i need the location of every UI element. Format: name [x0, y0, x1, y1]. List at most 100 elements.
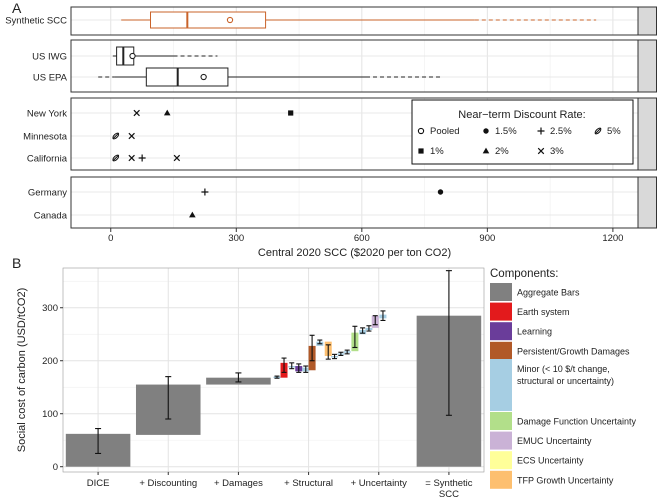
legend-label: Aggregate Bars: [517, 288, 580, 298]
legend-label: 5%: [607, 126, 621, 137]
legend-label: Learning: [517, 327, 552, 337]
aggregate-error-bar: [235, 372, 242, 383]
plot-background: [63, 268, 484, 472]
aggregate-error-bar: [445, 270, 452, 416]
component-error-bar: [303, 365, 309, 373]
point-minnesota-slash: [112, 132, 120, 140]
row-label-new-york: New York: [27, 109, 67, 120]
facet-border: [70, 97, 639, 171]
boxplot-synthetic-scc: [121, 11, 597, 29]
component-error-bar: [289, 362, 295, 370]
legend-label: 2%: [495, 146, 509, 157]
point-california: [112, 154, 120, 162]
facet-strip: [637, 6, 657, 36]
point-california: [128, 154, 135, 162]
legend-label-line1: Minor (< 10 $/t change,: [517, 364, 610, 374]
legend-swatch: [490, 431, 512, 450]
point-minnesota: [128, 132, 135, 140]
legend-swatch: [490, 470, 512, 489]
facet-border: [70, 176, 639, 229]
panel-b-letter: B: [12, 255, 21, 271]
y-axis-title: Social cost of carbon (USD/tCO2): [16, 288, 28, 452]
mean-marker: [129, 52, 136, 60]
legend-swatch: [490, 283, 512, 301]
facet-strip: [637, 176, 657, 229]
legend-symbol-0: [417, 127, 425, 135]
legend-symbol-3: [594, 127, 602, 135]
facet-border: [70, 39, 639, 93]
legend-symbol-3-slash: [594, 127, 602, 135]
boxplot-us-iwg: [112, 46, 218, 66]
legend-swatch: [490, 302, 512, 321]
legend-label: Earth system: [517, 307, 570, 317]
box: [145, 67, 229, 87]
box: [150, 11, 267, 29]
y-tick-label: 100: [42, 409, 58, 420]
x-tick-label: + Damages: [214, 478, 263, 489]
facet-strip: [637, 39, 657, 93]
legend-box: [411, 99, 634, 165]
facet-strip: [637, 97, 657, 171]
component-error-bar: [380, 310, 386, 322]
legend-label: Persistent/Growth Damages: [517, 346, 630, 356]
component-error-bar: [372, 315, 378, 326]
legend-swatch: [490, 341, 512, 360]
y-tick-label: 300: [42, 303, 58, 314]
row-label-canada: Canada: [34, 211, 68, 222]
x-tick-label: + Uncertainty: [351, 478, 407, 489]
legend-swatch: [490, 359, 512, 411]
component-error-bar: [366, 325, 372, 332]
point-minnesota: [112, 132, 120, 140]
x-tick-label: + Structural: [284, 478, 333, 489]
panel-b: 0 100 200 300 Social cost of carbon (USD/tCO…: [16, 267, 637, 500]
point-germany: [201, 188, 209, 196]
legend-label: 1.5%: [495, 126, 517, 137]
legend-label: EMUC Uncertainty: [517, 436, 592, 446]
legend-symbol-2: [537, 127, 545, 135]
legend-symbol-5: [482, 147, 490, 154]
legend-symbol-1: [483, 128, 489, 134]
component-error-bar: [352, 325, 358, 349]
component-error-bar: [317, 339, 323, 345]
row-label-us-iwg: US IWG: [32, 52, 67, 63]
legend-title: Components:: [490, 268, 558, 280]
legend-label: Pooled: [430, 126, 460, 137]
panel-a-letter: A: [12, 0, 22, 16]
x-tick-label: + Discounting: [139, 478, 197, 489]
point-california-slash: [112, 154, 120, 162]
component-error-bar: [274, 375, 280, 379]
aggregate-error-bar: [95, 428, 102, 455]
facet-border: [70, 6, 639, 36]
legend-swatch: [490, 412, 512, 430]
y-tick-label: 0: [53, 462, 58, 473]
x-tick-label: 900: [479, 233, 495, 244]
legend-label: 2.5%: [550, 126, 572, 137]
point-california: [173, 154, 181, 162]
legend-label: Minor (< 10 $/t change, structural or unc…: [517, 364, 614, 386]
legend-label: 1%: [430, 146, 444, 157]
boxplot-us-epa: [98, 67, 442, 87]
component-error-bar: [309, 334, 315, 362]
row-label-minnesota: Minnesota: [23, 132, 68, 143]
x-tick-label-line2: SCC: [439, 489, 459, 500]
row-label-us-epa: US EPA: [33, 73, 68, 84]
mean-marker: [200, 73, 207, 81]
facet-background: [71, 177, 638, 228]
component-error-bar: [338, 351, 344, 356]
legend-label: 3%: [550, 146, 564, 157]
component-error-bar: [332, 353, 338, 360]
x-tick-label: 300: [228, 233, 244, 244]
legend-label: ECS Uncertainty: [517, 456, 584, 466]
point-new-york: [288, 110, 294, 116]
component-error-bar: [325, 344, 331, 360]
aggregate-error-bar: [165, 376, 172, 420]
legend-swatch: [490, 451, 512, 470]
legend-swatch: [490, 322, 512, 341]
legend-label: TFP Growth Uncertainty: [517, 475, 614, 485]
x-tick-label-line1: = Synthetic: [425, 478, 473, 489]
point-california: [138, 154, 146, 162]
discount-rate-legend: Near−term Discount Rate: Pooled 1.5% 2.5% 5%…: [411, 99, 634, 165]
plot-border: [62, 267, 485, 473]
component-error-bar: [360, 327, 366, 334]
